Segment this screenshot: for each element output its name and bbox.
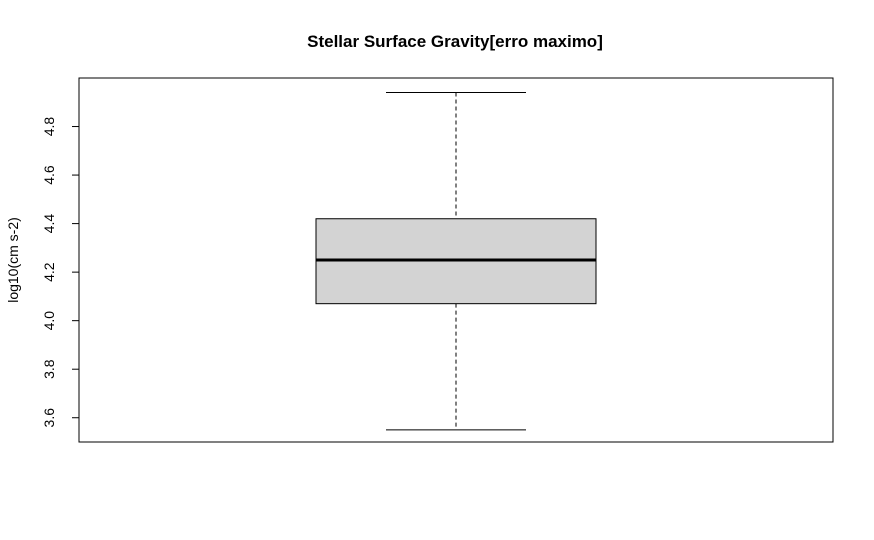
y-tick-label: 4.0 — [41, 311, 57, 331]
y-axis-label: log10(cm s-2) — [5, 217, 21, 303]
y-tick-label: 4.8 — [41, 117, 57, 137]
chart-title: Stellar Surface Gravity[erro maximo] — [307, 32, 603, 51]
box-plot-series — [315, 92, 597, 431]
y-tick-label: 3.6 — [41, 408, 57, 428]
y-tick-label: 4.4 — [41, 214, 57, 234]
y-axis-ticks: 3.6 3.8 4.0 4.2 4.4 4.6 4.8 — [41, 117, 79, 428]
y-tick-label: 4.2 — [41, 262, 57, 282]
y-tick-label: 4.6 — [41, 165, 57, 185]
y-tick-label: 3.8 — [41, 359, 57, 379]
